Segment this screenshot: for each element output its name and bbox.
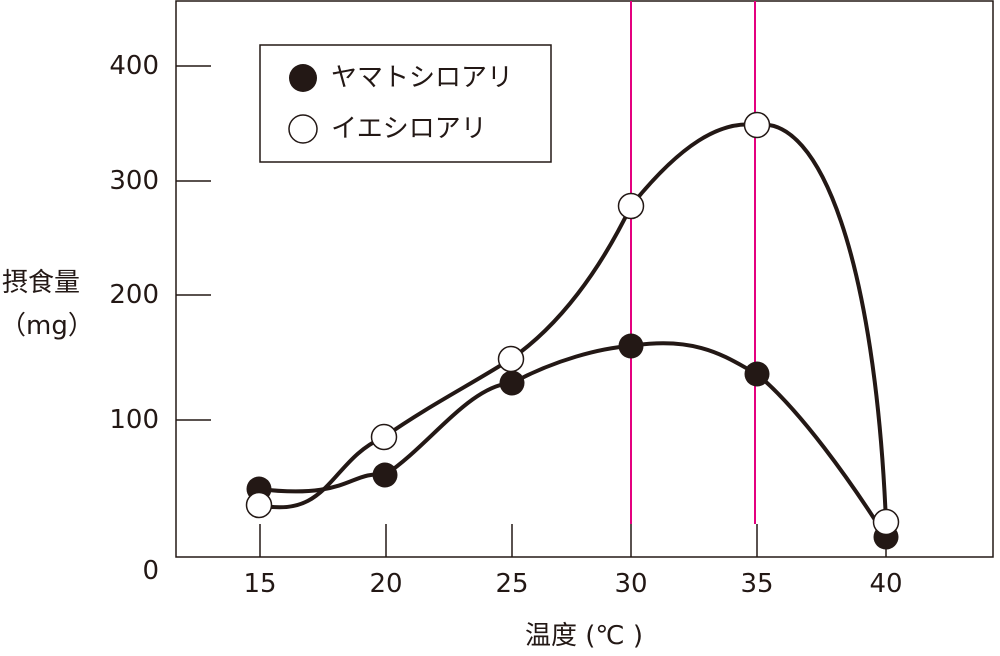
y-tick-label: 0 bbox=[142, 556, 159, 586]
y-tick-label: 100 bbox=[109, 405, 159, 435]
legend-marker-open bbox=[288, 114, 318, 144]
point-ieshiro bbox=[245, 491, 273, 519]
y-tick-label: 400 bbox=[109, 51, 159, 81]
y-axis: 0 100 200 300 400 bbox=[109, 51, 211, 586]
legend: ヤマトシロアリ イエシロアリ bbox=[259, 44, 552, 163]
x-tick-label: 15 bbox=[243, 569, 276, 599]
series-ieshiro-points bbox=[245, 111, 900, 536]
legend-label-ieshiro: イエシロアリ bbox=[331, 114, 487, 144]
x-axis-title: 温度 (℃ ) bbox=[525, 621, 643, 651]
series-yamato-points bbox=[246, 333, 899, 550]
point-yamato bbox=[618, 333, 644, 359]
y-axis-title-line1: 摂食量 bbox=[2, 268, 80, 298]
legend-marker-filled bbox=[289, 64, 317, 92]
x-tick-label: 25 bbox=[495, 569, 528, 599]
series-line-ieshiro bbox=[257, 122, 888, 524]
x-tick-label: 40 bbox=[869, 569, 902, 599]
y-axis-title-line2: （mg） bbox=[0, 311, 94, 341]
x-tick-label: 35 bbox=[740, 569, 773, 599]
point-ieshiro bbox=[617, 192, 645, 220]
point-ieshiro bbox=[872, 508, 900, 536]
plot-area-frame bbox=[175, 0, 994, 558]
y-tick-label: 200 bbox=[109, 280, 159, 310]
point-ieshiro bbox=[743, 111, 771, 139]
x-tick-label: 20 bbox=[369, 569, 402, 599]
point-yamato bbox=[744, 361, 770, 387]
point-ieshiro bbox=[370, 423, 398, 451]
x-tick-label: 30 bbox=[614, 569, 647, 599]
point-ieshiro bbox=[497, 345, 525, 373]
legend-label-yamato: ヤマトシロアリ bbox=[331, 63, 513, 93]
series-line-yamato bbox=[257, 341, 888, 539]
x-axis: 15 20 25 30 35 40 bbox=[243, 524, 903, 599]
point-yamato bbox=[372, 462, 398, 488]
y-tick-label: 300 bbox=[109, 166, 159, 196]
point-yamato bbox=[499, 370, 525, 396]
